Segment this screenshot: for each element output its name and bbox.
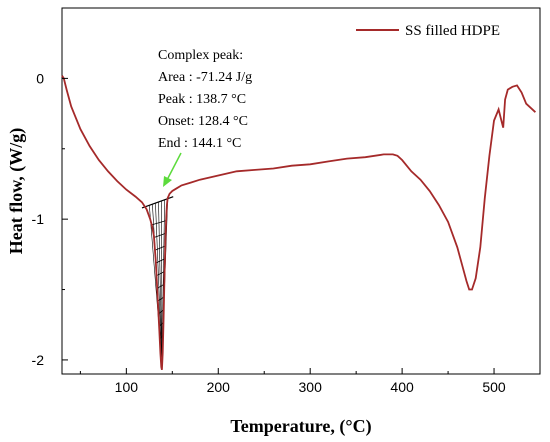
hatch-line xyxy=(158,201,163,363)
annotation-peak: Peak : 138.7 °C xyxy=(158,92,246,107)
x-tick-label: 500 xyxy=(482,379,506,395)
annotation-onset: Onset: 128.4 °C xyxy=(158,114,248,129)
annotation-area: Area : -71.24 J/g xyxy=(158,70,252,85)
y-tick-label: -2 xyxy=(32,352,45,368)
peak-annotation: Complex peak: Area : -71.24 J/g Peak : 1… xyxy=(158,48,252,187)
legend-label-ss-filled-hdpe: SS filled HDPE xyxy=(405,23,500,39)
y-axis-title: Heat flow, (W/g) xyxy=(6,128,27,254)
annotation-arrowhead xyxy=(163,176,172,187)
x-tick-label: 400 xyxy=(390,379,414,395)
y-tick-label: -1 xyxy=(32,211,45,227)
x-tick-label: 200 xyxy=(207,379,231,395)
hatch-line xyxy=(153,232,166,238)
y-tick-label: 0 xyxy=(36,70,44,86)
hatch-line xyxy=(155,203,163,363)
annotation-arrow xyxy=(166,152,182,181)
y-axis-ticks: 0 -1 -2 xyxy=(32,70,68,368)
x-tick-label: 100 xyxy=(115,379,139,395)
annotation-end: End : 144.1 °C xyxy=(158,136,241,151)
x-axis-ticks: 100 200 300 400 500 xyxy=(79,368,541,395)
x-axis-title: Temperature, (°C) xyxy=(230,416,371,437)
legend: SS filled HDPE xyxy=(356,23,500,39)
series-line-ss-filled-hdpe xyxy=(61,75,537,370)
hatch-line xyxy=(155,258,165,264)
plot-area xyxy=(61,7,541,375)
x-tick-label: 300 xyxy=(299,379,323,395)
hatch-line xyxy=(154,245,166,251)
annotation-title: Complex peak: xyxy=(158,48,243,63)
